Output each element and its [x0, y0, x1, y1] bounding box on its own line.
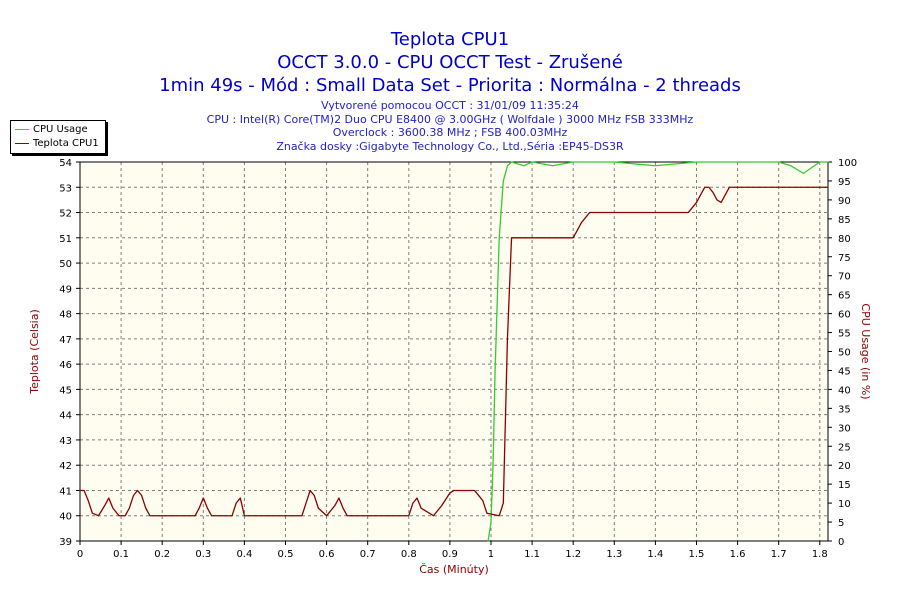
x-tick-label: 0.8	[401, 549, 417, 560]
y-left-axis-title: Teplota (Celsia)	[28, 309, 41, 395]
series-line-cpu-usage	[487, 161, 829, 542]
x-tick-label: 1.8	[812, 549, 828, 560]
y-right-tick-label: 20	[838, 461, 851, 472]
y-left-tick-label: 39	[59, 537, 72, 548]
y-left-tick-label: 52	[59, 209, 72, 220]
legend-label-temperature: Teplota CPU1	[33, 138, 99, 149]
x-tick-label: 0.7	[360, 549, 376, 560]
x-tick-label: 1.5	[689, 549, 705, 560]
y-right-axis-title: CPU Usage (in %)	[859, 303, 872, 399]
x-tick-label: 0.9	[442, 549, 458, 560]
chart-subtitle-1: OCCT 3.0.0 - CPU OCCT Test - Zrušené	[277, 52, 623, 73]
x-tick-label: 1.4	[647, 549, 663, 560]
series-line-temperature	[79, 186, 829, 517]
chart-header: Teplota CPU1 OCCT 3.0.0 - CPU OCCT Test …	[0, 0, 900, 153]
y-right-tick-label: 55	[838, 329, 851, 340]
y-left-tick-label: 49	[59, 284, 72, 295]
x-tick-label: 0.4	[236, 549, 252, 560]
info-motherboard: Značka dosky :Gigabyte Technology Co., L…	[276, 139, 624, 153]
y-left-tick-label: 41	[59, 486, 72, 497]
y-left-tick-label: 51	[59, 234, 72, 245]
y-left-tick-label: 47	[59, 335, 72, 346]
x-tick-label: 1.7	[771, 549, 787, 560]
y-right-tick-label: 65	[838, 291, 851, 302]
y-right-tick-label: 70	[838, 272, 851, 283]
x-tick-label: 1	[488, 549, 494, 560]
y-left-tick-label: 44	[59, 411, 72, 422]
x-tick-label: 1.3	[606, 549, 622, 560]
info-cpu: CPU : Intel(R) Core(TM)2 Duo CPU E8400 @…	[206, 112, 694, 126]
y-right-tick-label: 50	[838, 348, 851, 359]
y-left-tick-label: 43	[59, 436, 72, 447]
x-tick-label: 0.6	[319, 549, 335, 560]
y-right-tick-label: 45	[838, 366, 851, 377]
y-left-tick-label: 40	[59, 512, 72, 523]
x-tick-label: 0.1	[113, 549, 129, 560]
chart-title: Teplota CPU1	[390, 29, 510, 50]
legend-swatch-cpu-usage	[15, 128, 29, 130]
y-right-tick-label: 90	[838, 196, 851, 207]
y-right-tick-label: 25	[838, 442, 851, 453]
plot-area	[80, 162, 828, 541]
legend-item-temperature: Teplota CPU1	[15, 137, 99, 150]
info-created: Vytvorené pomocou OCCT : 31/01/09 11:35:…	[321, 99, 579, 112]
x-tick-label: 0	[77, 549, 83, 560]
y-right-tick-label: 10	[838, 499, 851, 510]
y-right-tick-label: 15	[838, 480, 851, 491]
legend-swatch-temperature	[15, 142, 29, 144]
y-right-tick-label: 100	[838, 158, 857, 169]
x-tick-label: 0.2	[154, 549, 170, 560]
y-right-tick-label: 95	[838, 177, 851, 188]
y-right-tick-label: 0	[838, 537, 844, 548]
y-right-tick-label: 5	[838, 518, 844, 529]
y-left-tick-label: 54	[59, 158, 72, 169]
y-right-tick-label: 30	[838, 423, 851, 434]
y-right-tick-label: 75	[838, 253, 851, 264]
x-tick-label: 0.5	[278, 549, 294, 560]
legend-item-cpu-usage: CPU Usage	[15, 123, 88, 136]
y-left-tick-label: 46	[59, 360, 72, 371]
y-right-tick-label: 40	[838, 385, 851, 396]
y-right-tick-label: 85	[838, 215, 851, 226]
y-right-tick-label: 60	[838, 310, 851, 321]
x-axis-title: Čas (Minúty)	[419, 563, 489, 576]
legend-label-cpu-usage: CPU Usage	[33, 124, 88, 135]
x-tick-label: 1.2	[565, 549, 581, 560]
y-left-tick-label: 53	[59, 183, 72, 194]
y-left-tick-label: 45	[59, 385, 72, 396]
y-left-tick-label: 48	[59, 310, 72, 321]
x-tick-label: 1.6	[730, 549, 746, 560]
chart-legend: CPU Usage Teplota CPU1	[10, 120, 106, 154]
y-left-tick-label: 50	[59, 259, 72, 270]
x-tick-label: 0.3	[195, 549, 211, 560]
y-left-tick-label: 42	[59, 461, 72, 472]
y-right-tick-label: 80	[838, 234, 851, 245]
y-right-tick-label: 35	[838, 404, 851, 415]
info-overclock: Overclock : 3600.38 MHz ; FSB 400.03MHz	[332, 126, 568, 139]
chart-subtitle-2: 1min 49s - Mód : Small Data Set - Priori…	[159, 75, 741, 96]
x-tick-label: 1.1	[524, 549, 540, 560]
